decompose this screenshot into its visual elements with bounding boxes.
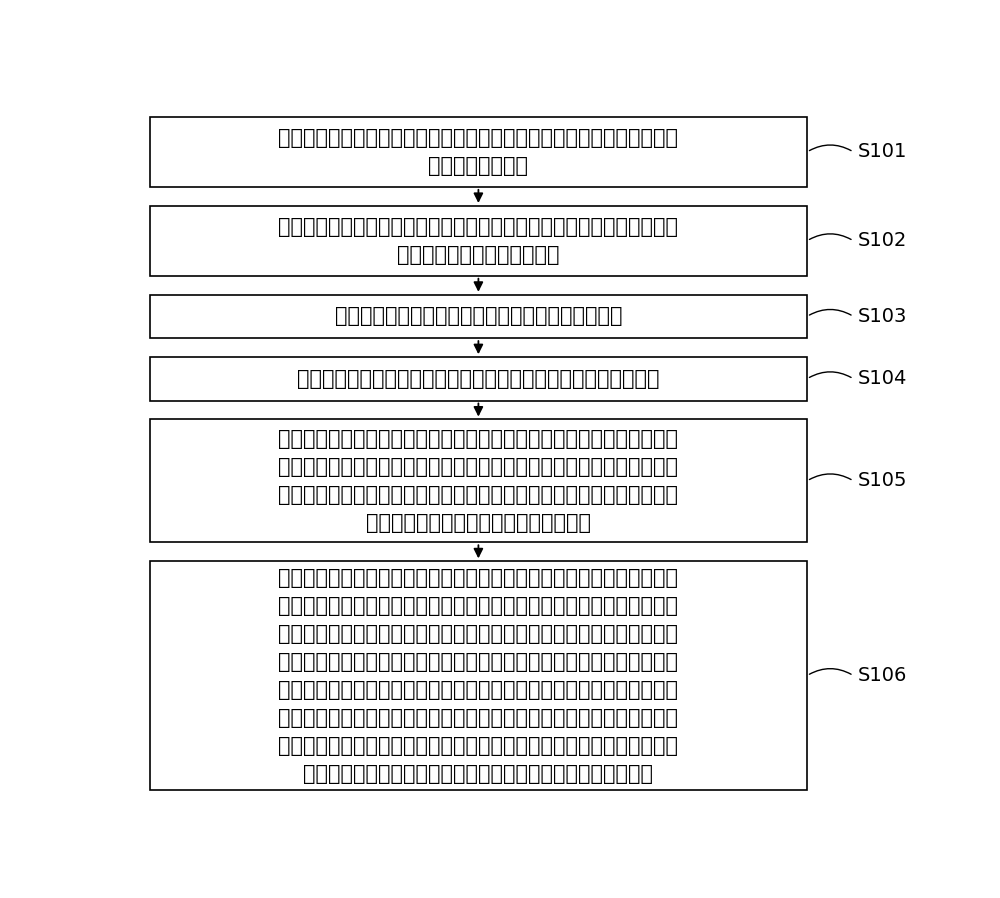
Text: S101: S101 bbox=[857, 143, 907, 162]
Bar bbox=[150, 206, 807, 276]
Text: 在层间介质层、第一导电插塞、第二导电插塞和第三导电插塞表面形成第
一金属层、第二金属层和金属互连层，所述第一金属层横跨待测区和第一
串联区，所述第二金属层横跨待: 在层间介质层、第一导电插塞、第二导电插塞和第三导电插塞表面形成第 一金属层、第二… bbox=[278, 568, 678, 784]
Text: S106: S106 bbox=[857, 666, 907, 685]
Text: 在层间介质层内形成贯穿其厚度的第一导电插塞、第二导电插塞和第三导
电插塞，所述第一导电插塞分别与待测金属层两端连接，所述第二导电插
塞分别与第一串联区内的若干短: 在层间介质层内形成贯穿其厚度的第一导电插塞、第二导电插塞和第三导 电插塞，所述第… bbox=[278, 429, 678, 533]
Text: 在待测金属层、若干分立的短金属层和绝缘层表面形成层间介质层: 在待测金属层、若干分立的短金属层和绝缘层表面形成层间介质层 bbox=[297, 369, 660, 389]
Text: S102: S102 bbox=[857, 232, 907, 251]
Text: 在半导体衬底的待测区表面形成待测金属层，在第一串联区和第二串联区
表面形成若干分立的短金属层: 在半导体衬底的待测区表面形成待测金属层，在第一串联区和第二串联区 表面形成若干分… bbox=[278, 216, 678, 265]
Bar bbox=[150, 357, 807, 401]
Text: S103: S103 bbox=[857, 307, 907, 326]
Bar bbox=[150, 295, 807, 339]
Text: S105: S105 bbox=[857, 471, 907, 490]
Text: 在待测金属层和若干分立的短金属层之间形成绝缘层: 在待测金属层和若干分立的短金属层之间形成绝缘层 bbox=[335, 306, 622, 327]
Text: 提供半导体衬底，所述半导体衬底具有待测区、位于待测区两侧的第一串
联区和第二串联区: 提供半导体衬底，所述半导体衬底具有待测区、位于待测区两侧的第一串 联区和第二串联… bbox=[278, 128, 678, 176]
Bar bbox=[150, 117, 807, 187]
Bar bbox=[150, 419, 807, 542]
Bar bbox=[150, 561, 807, 790]
Text: S104: S104 bbox=[857, 369, 907, 388]
